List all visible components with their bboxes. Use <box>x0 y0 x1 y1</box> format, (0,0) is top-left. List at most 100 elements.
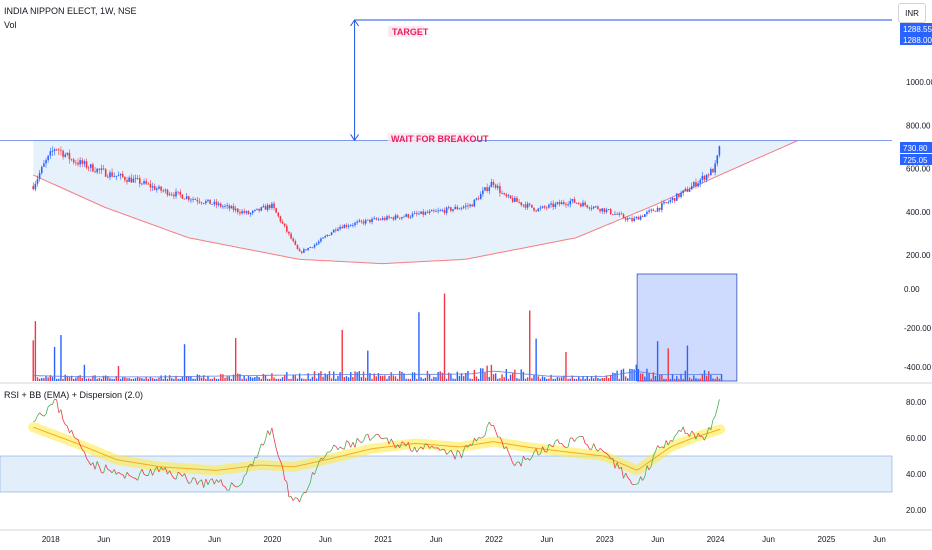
volume-bar <box>337 375 339 381</box>
volume-bar <box>665 378 667 381</box>
candle-body <box>179 191 182 195</box>
volume-bar <box>260 378 262 381</box>
volume-bar <box>139 377 141 381</box>
candle-body <box>477 198 480 200</box>
price-axis-tick: 600.00 <box>906 165 931 174</box>
candle-body <box>560 202 563 205</box>
candle-body <box>79 160 81 165</box>
rsi-line <box>66 425 70 434</box>
rsi-axis-tick: 40.00 <box>906 470 927 479</box>
candle-body <box>117 175 120 177</box>
rsi-line <box>267 430 271 436</box>
volume-bar <box>224 377 226 381</box>
rsi-line <box>286 481 290 498</box>
volume-bar <box>379 375 382 381</box>
rsi-line <box>261 443 264 446</box>
price-axis-tick: 200.00 <box>906 251 931 260</box>
volume-bar <box>673 378 676 381</box>
volume-bar <box>58 378 60 381</box>
rsi-line <box>356 438 360 442</box>
candle-body <box>494 184 497 188</box>
volume-bar <box>516 378 518 381</box>
rsi-line <box>691 430 695 434</box>
breakout-annotation[interactable]: WAIT FOR BREAKOUT <box>391 134 489 144</box>
candle-body <box>416 212 418 214</box>
candle-body <box>588 207 591 209</box>
candle-body <box>465 205 467 207</box>
volume-bar <box>273 377 275 381</box>
rsi-line <box>184 473 188 480</box>
volume-bar <box>330 378 333 381</box>
candle-body <box>130 177 133 183</box>
candle-body <box>187 196 190 200</box>
rsi-line <box>595 448 599 452</box>
candle-body <box>475 198 478 200</box>
volume-bar <box>631 368 633 381</box>
volume-bar <box>85 378 88 381</box>
candle-body <box>177 191 179 193</box>
candle-body <box>516 197 518 202</box>
volume-bar <box>200 377 203 381</box>
volume-bar <box>328 371 331 381</box>
rsi-line <box>644 465 648 477</box>
candle-body <box>168 194 171 196</box>
volume-bar <box>578 376 580 381</box>
rsi-line <box>367 433 371 441</box>
rsi-line <box>154 466 158 471</box>
candle-body <box>266 205 269 210</box>
rsi-line <box>531 451 535 458</box>
rsi-line <box>427 444 430 449</box>
rsi-line <box>164 467 168 475</box>
rsi-line <box>661 446 665 449</box>
candle-body <box>51 150 54 152</box>
candle-body <box>375 218 378 220</box>
volume-pane <box>32 273 738 382</box>
volume-bar <box>375 376 378 381</box>
volume-bar <box>629 368 631 381</box>
rsi-line <box>241 475 245 484</box>
rsi-line <box>650 456 654 467</box>
rsi-line <box>495 430 499 438</box>
candle-body <box>648 210 650 212</box>
candle-body <box>469 204 471 207</box>
rsi-line <box>333 444 337 447</box>
rsi-line <box>343 440 347 450</box>
rsi-line <box>354 438 358 448</box>
rsi-line <box>461 449 465 459</box>
currency-button[interactable]: INR <box>898 3 926 23</box>
candle-body <box>456 206 459 210</box>
rsi-line <box>214 479 217 485</box>
volume-bar <box>382 375 384 381</box>
rsi-line <box>290 496 294 501</box>
candle-body <box>194 199 196 200</box>
volume-bar <box>367 350 369 381</box>
candle-body <box>592 206 595 209</box>
rsi-line <box>652 451 656 457</box>
rsi-line <box>69 429 72 434</box>
rsi-line <box>414 446 418 453</box>
volume-bar <box>34 321 37 381</box>
time-axis-tick: Jun <box>762 535 775 544</box>
candle-body <box>134 178 137 179</box>
rsi-line <box>386 437 390 445</box>
volume-bar <box>277 378 279 381</box>
rsi-axis-tick: 80.00 <box>906 398 927 407</box>
volume-bar <box>394 376 397 381</box>
candle-body <box>224 206 226 207</box>
volume-bar <box>526 377 529 381</box>
candle-body <box>322 237 324 239</box>
candle-body <box>275 208 277 213</box>
volume-bar <box>627 378 629 381</box>
rsi-line <box>480 436 484 439</box>
target-annotation[interactable]: TARGET <box>392 27 429 37</box>
volume-bar <box>158 377 160 381</box>
candle-body <box>202 203 205 204</box>
rsi-line <box>126 471 130 476</box>
volume-bar <box>401 371 403 381</box>
rsi-line <box>275 448 279 457</box>
candle-body <box>503 193 505 195</box>
rsi-line <box>177 471 181 475</box>
rsi-line <box>329 449 332 453</box>
volume-bar <box>618 378 620 381</box>
